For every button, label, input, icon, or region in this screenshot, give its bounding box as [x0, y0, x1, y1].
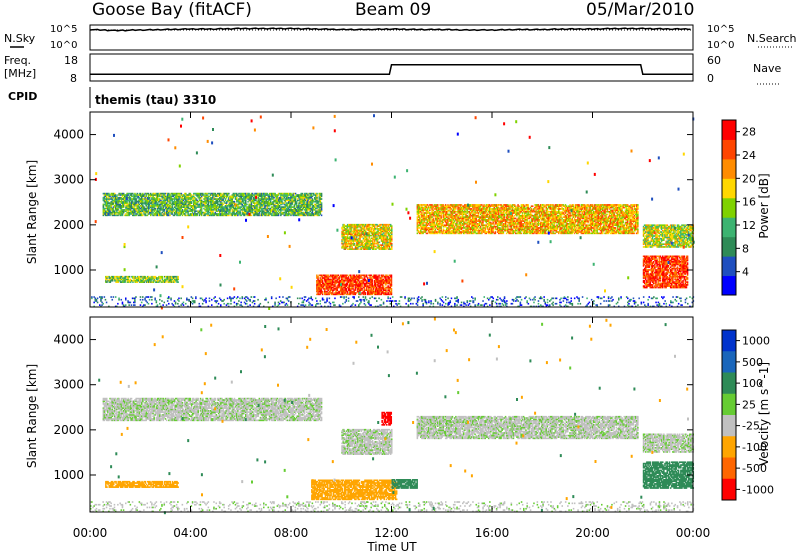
noise-right-tick-bottom: 10^0 [707, 40, 734, 51]
beam-title: Beam 09 [355, 0, 431, 20]
noise-right-label: N.Search [747, 32, 797, 45]
scatter-cell [228, 193, 230, 195]
scatter-cell [322, 291, 324, 293]
scatter-cell [251, 215, 253, 217]
freq-left-tick-bottom: 8 [70, 72, 77, 85]
noise-right-tick-top: 10^5 [707, 24, 734, 35]
scatter-cell [383, 285, 385, 287]
power-scatter-layer [91, 114, 695, 310]
freq-right-tick-top: 60 [707, 54, 721, 67]
freq-left-tick-top: 18 [64, 54, 78, 67]
scatter-cell [391, 225, 393, 227]
scatter-cell [379, 242, 381, 244]
noise-left-tick-top: 10^5 [50, 24, 77, 35]
scatter-cell [321, 198, 323, 200]
scatter-cell [177, 276, 179, 278]
nave-label: Nave [753, 62, 781, 75]
freq-left-label-1: Freq. [4, 54, 31, 67]
scatter-cell [378, 275, 380, 277]
scatter-cell [316, 193, 318, 195]
scatter-cell [177, 281, 179, 283]
noise-left-label: N.Sky [4, 32, 36, 45]
scatter-cell [367, 277, 369, 279]
scatter-cell [433, 218, 435, 220]
scatter-cell [129, 276, 131, 278]
scatter-cell [366, 275, 368, 277]
scatter-cell [234, 201, 236, 203]
scatter-cell [155, 208, 157, 210]
scatter-cell [321, 193, 323, 195]
scatter-cell [246, 204, 248, 206]
scatter-cell [321, 202, 323, 204]
cpid-value: themis (tau) 3310 [95, 93, 216, 107]
noise-left-tick-bottom: 10^0 [50, 40, 77, 51]
scatter-cell [354, 243, 356, 245]
date-title: 05/Mar/2010 [586, 0, 694, 20]
scatter-cell [321, 215, 323, 217]
scatter-cell [437, 204, 439, 206]
freq-line [90, 65, 693, 75]
scatter-cell [162, 276, 164, 278]
cpid-label: CPID [8, 90, 37, 103]
scatter-cell [391, 243, 393, 245]
scatter-cell [391, 288, 393, 290]
freq-right-tick-bottom: 0 [707, 72, 714, 85]
scatter-cell [391, 275, 393, 277]
scatter-cell [365, 292, 367, 294]
freq-left-label-2: [MHz] [4, 67, 36, 80]
station-title: Goose Bay (fitACF) [92, 0, 252, 20]
